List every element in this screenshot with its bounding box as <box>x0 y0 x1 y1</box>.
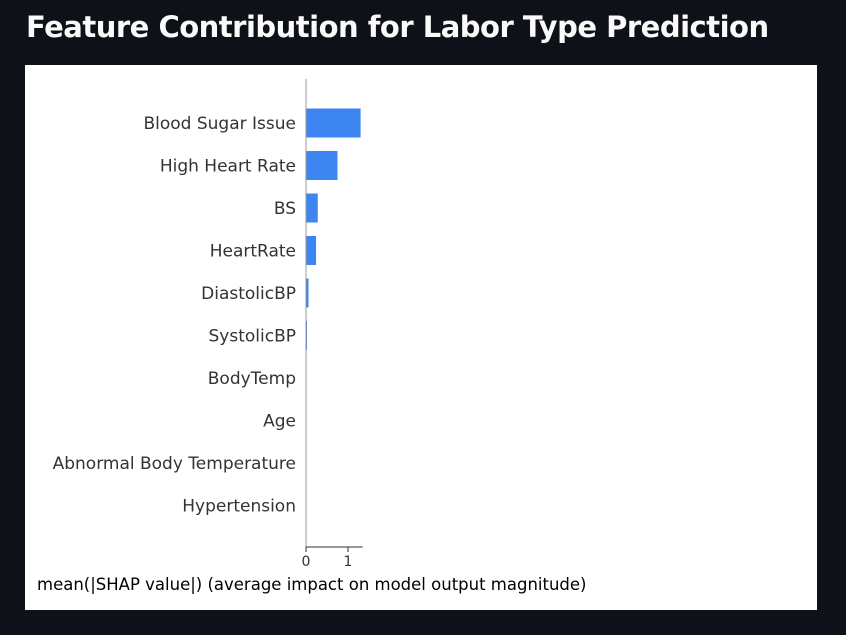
x-tick-label: 0 <box>302 554 311 570</box>
y-tick-label: High Heart Rate <box>160 157 296 177</box>
bar <box>306 236 317 265</box>
y-tick-label: BS <box>274 199 296 219</box>
y-tick-label: BodyTemp <box>208 369 296 389</box>
y-tick-labels: Blood Sugar Issue High Heart Rate BS HeartR… <box>53 114 296 517</box>
x-axis-title: mean(|SHAP value|) (average impact on mo… <box>37 575 587 594</box>
y-tick-label: DiastolicBP <box>201 284 296 304</box>
y-tick-label: Hypertension <box>182 497 296 517</box>
y-tick-label: HeartRate <box>210 242 296 262</box>
chart-svg: Blood Sugar Issue High Heart Rate BS HeartR… <box>37 79 587 594</box>
bars-layer <box>306 108 361 350</box>
bar <box>306 108 361 138</box>
page-title: Feature Contribution for Labor Type Pred… <box>26 10 769 44</box>
bar <box>306 151 338 180</box>
bar <box>306 278 309 308</box>
y-tick-label: Blood Sugar Issue <box>143 114 296 134</box>
y-tick-label: Abnormal Body Temperature <box>53 454 296 474</box>
y-tick-label: Age <box>263 412 296 432</box>
y-tick-label: SystolicBP <box>209 327 296 347</box>
shap-bar-chart: Blood Sugar Issue High Heart Rate BS HeartR… <box>25 65 817 610</box>
x-tick-label: 1 <box>344 554 353 570</box>
bar <box>306 193 318 223</box>
